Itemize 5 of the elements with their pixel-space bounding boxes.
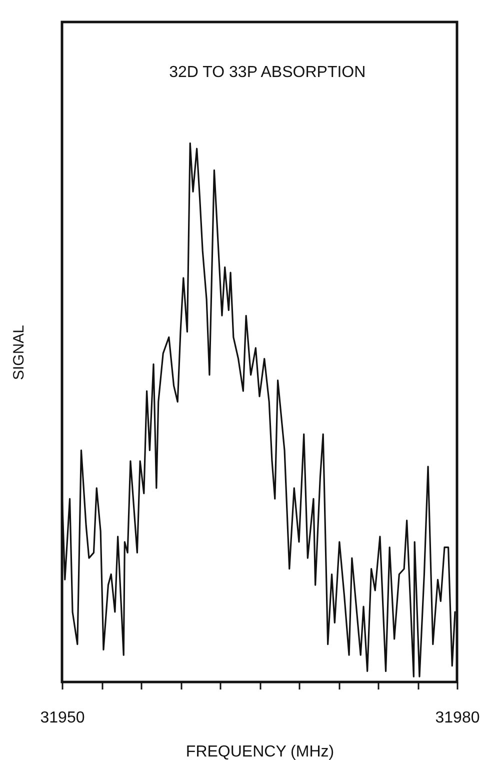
x-tick-label: 31950	[40, 710, 85, 726]
x-axis-title: FREQUENCY (MHz)	[186, 744, 334, 760]
x-tick-label: 31980	[435, 710, 480, 726]
y-axis-title: SIGNAL	[10, 324, 28, 380]
text: 32D TO 33P ABSORPTION	[169, 64, 366, 81]
